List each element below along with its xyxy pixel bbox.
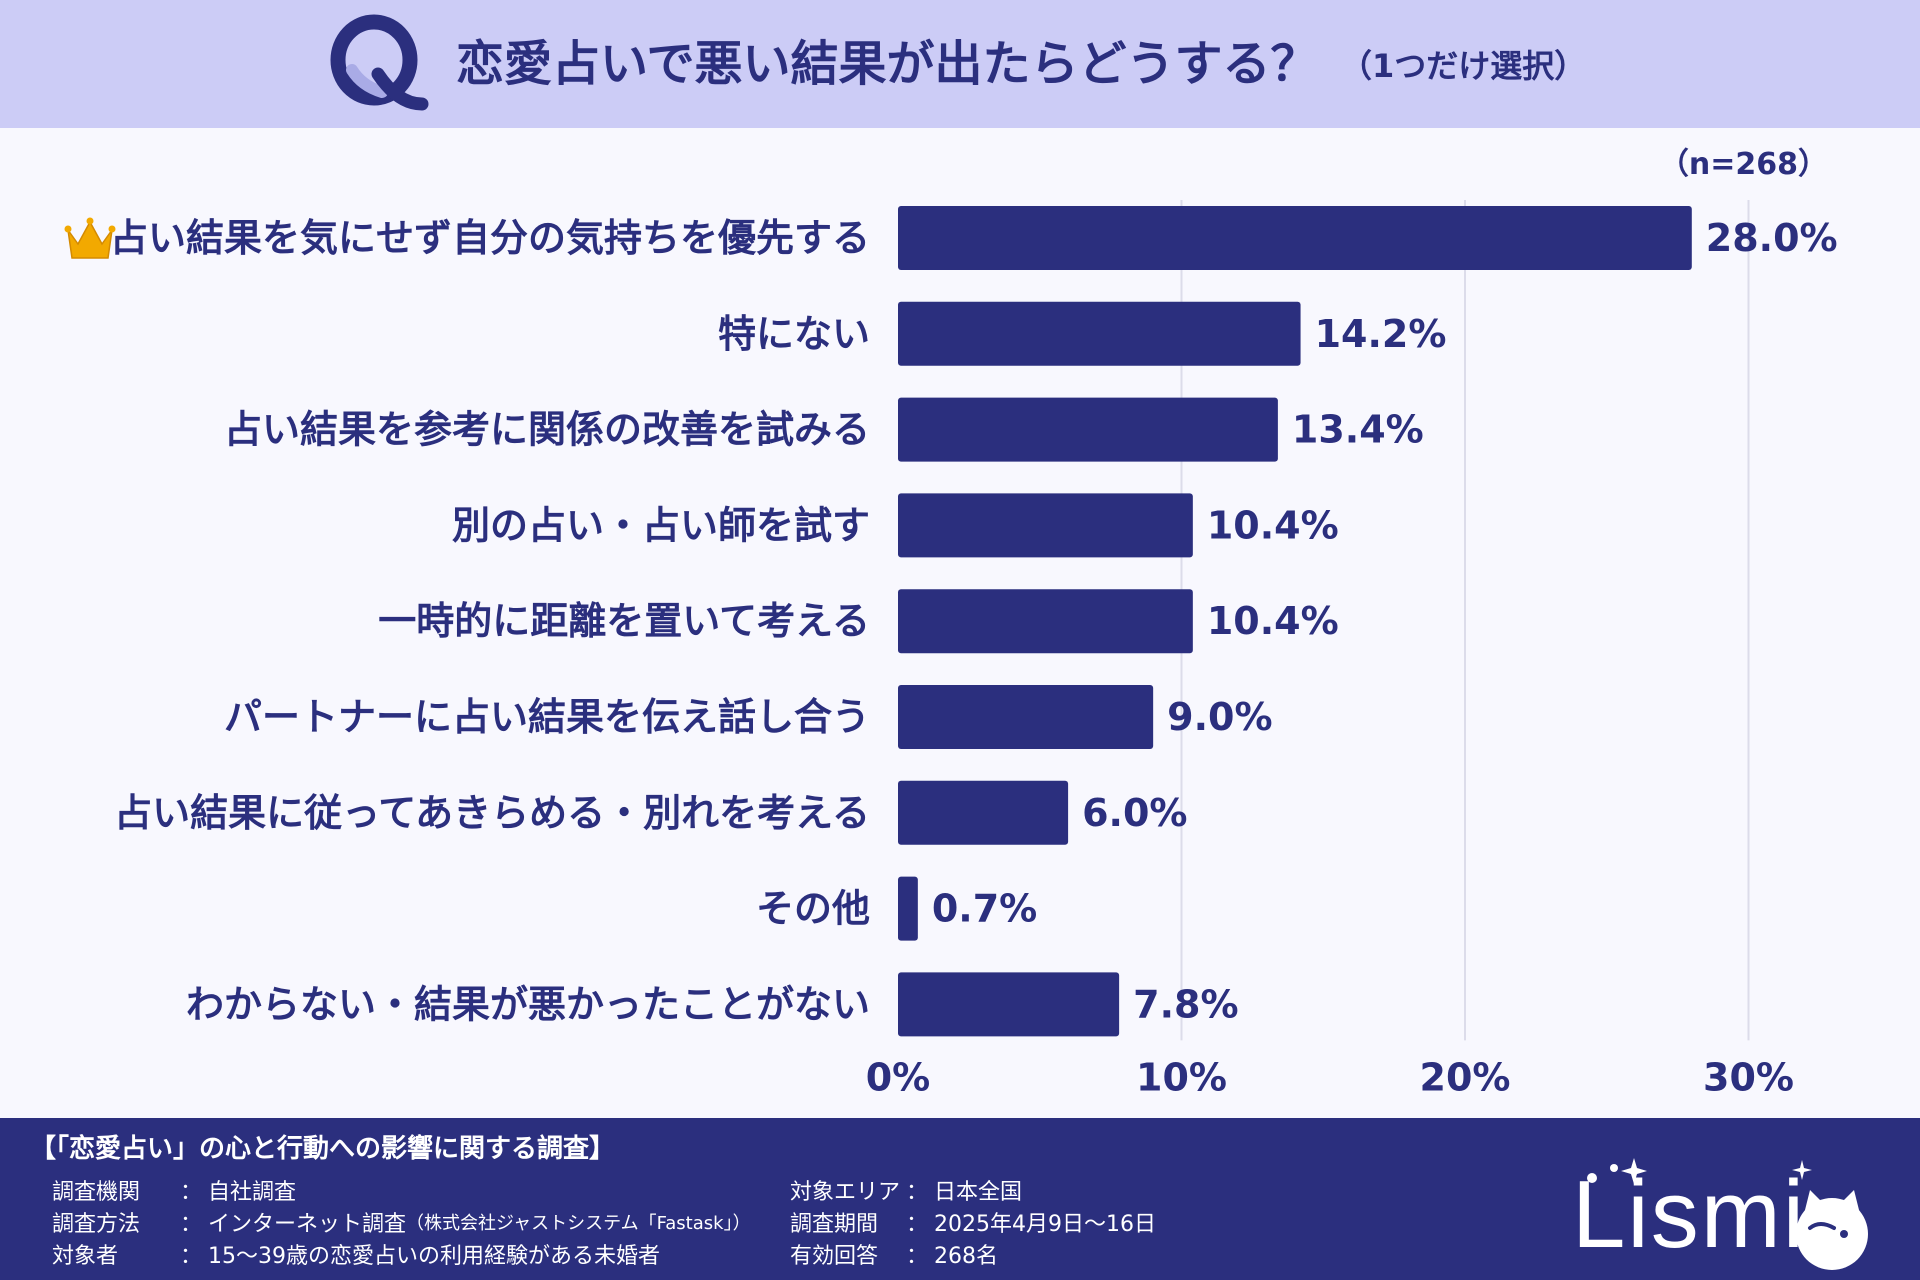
category-label: 一時的に距離を置いて考える bbox=[378, 599, 870, 643]
bar-chart: （n=268） 占い結果を気にせず自分の気持ちを優先する 28.0% 特にない 14.… bbox=[64, 147, 1838, 1099]
value-label: 28.0% bbox=[1706, 216, 1838, 260]
value-label: 13.4% bbox=[1292, 408, 1424, 452]
meta-value: 2025年4月9日～16日 bbox=[934, 1212, 1156, 1237]
meta-separator: ： bbox=[906, 1180, 929, 1205]
bar bbox=[898, 685, 1154, 749]
chart-area: （n=268） 占い結果を気にせず自分の気持ちを優先する 28.0% 特にない 14.… bbox=[0, 128, 1920, 1118]
bar bbox=[898, 301, 1301, 366]
meta-label: 調査期間 bbox=[790, 1212, 879, 1237]
value-label: 9.0% bbox=[1167, 695, 1272, 739]
meta-value: 268名 bbox=[934, 1244, 998, 1269]
brand-name: Lismi bbox=[1572, 1161, 1807, 1268]
bar bbox=[898, 876, 918, 941]
crown-icon bbox=[64, 217, 116, 259]
crown-shape bbox=[67, 220, 113, 259]
category-label: 占い結果を気にせず自分の気持ちを優先する bbox=[110, 216, 870, 260]
category-label: 占い結果を参考に関係の改善を試みる bbox=[224, 408, 870, 452]
tick-label: 0% bbox=[866, 1055, 931, 1099]
meta-separator: ： bbox=[906, 1244, 929, 1269]
meta-value: 15～39歳の恋愛占いの利用経験がある未婚者 bbox=[208, 1244, 660, 1269]
meta-note: （株式会社ジャストシステム「Fastask」） bbox=[406, 1213, 751, 1234]
crown-jewel bbox=[108, 225, 116, 233]
value-label: 6.0% bbox=[1082, 791, 1187, 835]
q-logo-icon bbox=[330, 14, 429, 111]
bar bbox=[898, 780, 1069, 845]
meta-row-responses: 有効回答 ： 268名 bbox=[790, 1238, 998, 1270]
value-label: 7.8% bbox=[1133, 982, 1238, 1026]
bar bbox=[898, 972, 1120, 1037]
crown-jewel bbox=[64, 225, 72, 233]
meta-separator: ： bbox=[180, 1212, 203, 1237]
value-label: 10.4% bbox=[1207, 599, 1339, 643]
meta-value: 日本全国 bbox=[934, 1180, 1023, 1205]
meta-separator: ： bbox=[906, 1212, 929, 1237]
meta-row-method: 調査方法 ： インターネット調査 （株式会社ジャストシステム「Fastask」） bbox=[52, 1206, 751, 1238]
meta-separator: ： bbox=[180, 1180, 203, 1205]
value-label: 0.7% bbox=[932, 887, 1037, 931]
sparkle-icon bbox=[1587, 1158, 1812, 1184]
brand-logo: Lismi bbox=[1572, 1154, 1882, 1274]
value-label: 10.4% bbox=[1207, 503, 1339, 547]
category-label: わからない・結果が悪かったことがない bbox=[186, 982, 870, 1026]
meta-label: 調査方法 bbox=[52, 1212, 141, 1237]
bar bbox=[898, 493, 1193, 558]
survey-title: 【「恋愛占い」の心と行動への影響に関する調査】 bbox=[30, 1134, 616, 1164]
category-label: パートナーに占い結果を伝え話し合う bbox=[224, 695, 870, 739]
page-title: 恋愛占いで悪い結果が出たらどうする？ bbox=[456, 36, 1319, 92]
tick-label: 10% bbox=[1136, 1055, 1227, 1099]
sample-size-label: （n=268） bbox=[1659, 147, 1828, 182]
meta-row-period: 調査期間 ： 2025年4月9日～16日 bbox=[790, 1206, 1156, 1238]
category-label: 特にない bbox=[718, 312, 870, 356]
meta-row-area: 対象エリア ： 日本全国 bbox=[790, 1174, 1022, 1206]
category-label: 占い結果に従ってあきらめる・別れを考える bbox=[114, 791, 870, 835]
question-header: 恋愛占いで悪い結果が出たらどうする？ （1つだけ選択） bbox=[0, 0, 1920, 128]
bar bbox=[898, 206, 1692, 270]
tick-label: 30% bbox=[1703, 1055, 1794, 1099]
category-label: その他 bbox=[756, 887, 870, 931]
meta-label: 対象者 bbox=[52, 1244, 119, 1269]
tick-label: 20% bbox=[1420, 1055, 1511, 1099]
crown-jewel bbox=[86, 217, 94, 225]
meta-value: 自社調査 bbox=[208, 1180, 297, 1205]
meta-label: 有効回答 bbox=[790, 1244, 879, 1269]
value-label: 14.2% bbox=[1315, 312, 1447, 356]
bar bbox=[898, 589, 1193, 654]
meta-row-agency: 調査機関 ： 自社調査 bbox=[52, 1174, 296, 1206]
meta-value: インターネット調査 bbox=[208, 1212, 407, 1237]
meta-label: 調査機関 bbox=[52, 1180, 141, 1205]
survey-footer: 【「恋愛占い」の心と行動への影響に関する調査】 調査機関 ： 自社調査 調査方法… bbox=[0, 1118, 1920, 1280]
page-subtitle: （1つだけ選択） bbox=[1340, 47, 1587, 85]
meta-separator: ： bbox=[180, 1244, 203, 1269]
cat-mascot-icon bbox=[1796, 1190, 1868, 1270]
meta-row-target: 対象者 ： 15～39歳の恋愛占いの利用経験がある未婚者 bbox=[52, 1238, 660, 1270]
category-label: 別の占い・占い師を試す bbox=[452, 503, 870, 547]
meta-label: 対象エリア bbox=[790, 1180, 901, 1205]
bar bbox=[898, 397, 1278, 462]
